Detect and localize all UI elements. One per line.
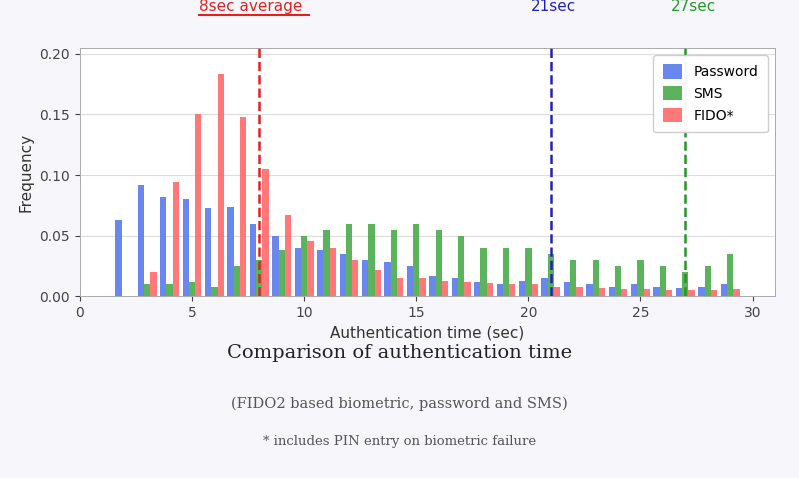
Bar	[308, 240, 313, 296]
Bar	[586, 284, 593, 296]
Bar	[638, 260, 644, 296]
Bar	[137, 185, 144, 296]
Bar	[487, 283, 493, 296]
Text: 8sec average: 8sec average	[200, 0, 303, 14]
Bar	[413, 224, 419, 296]
Bar	[509, 284, 515, 296]
Bar	[362, 260, 368, 296]
Bar	[183, 199, 189, 296]
Bar	[480, 248, 487, 296]
Bar	[503, 248, 509, 296]
Bar	[644, 289, 650, 296]
Bar	[451, 278, 458, 296]
Bar	[682, 272, 689, 296]
Bar	[519, 281, 525, 296]
Bar	[228, 206, 234, 296]
Bar	[368, 224, 375, 296]
Y-axis label: Frequency: Frequency	[19, 132, 34, 212]
Bar	[262, 169, 268, 296]
Text: 27sec: 27sec	[671, 0, 716, 14]
Bar	[150, 272, 157, 296]
Bar	[330, 248, 336, 296]
Bar	[496, 284, 503, 296]
Bar	[621, 289, 627, 296]
Bar	[429, 276, 435, 296]
Bar	[144, 284, 150, 296]
X-axis label: Authentication time (sec): Authentication time (sec)	[330, 326, 525, 341]
Bar	[721, 284, 727, 296]
Bar	[317, 250, 324, 296]
Text: Comparison of authentication time: Comparison of authentication time	[227, 344, 572, 362]
Bar	[250, 224, 256, 296]
Bar	[576, 287, 582, 296]
Bar	[631, 284, 638, 296]
Bar	[435, 229, 442, 296]
Bar	[525, 248, 531, 296]
Text: (FIDO2 based biometric, password and SMS): (FIDO2 based biometric, password and SMS…	[231, 397, 568, 411]
Bar	[458, 236, 464, 296]
Bar	[660, 266, 666, 296]
Bar	[340, 254, 346, 296]
Bar	[727, 254, 733, 296]
Bar	[464, 282, 471, 296]
Bar	[301, 236, 308, 296]
Bar	[173, 183, 179, 296]
Bar	[711, 290, 718, 296]
Bar	[166, 284, 173, 296]
Bar	[570, 260, 576, 296]
Bar	[598, 288, 605, 296]
Bar	[391, 229, 397, 296]
Bar	[272, 236, 279, 296]
Bar	[346, 224, 352, 296]
Bar	[352, 260, 359, 296]
Bar	[217, 75, 224, 296]
Bar	[654, 287, 660, 296]
Bar	[609, 287, 615, 296]
Bar	[279, 250, 285, 296]
Text: * includes PIN entry on biometric failure: * includes PIN entry on biometric failur…	[263, 435, 536, 448]
Bar	[407, 266, 413, 296]
Bar	[676, 288, 682, 296]
Bar	[375, 270, 381, 296]
Bar	[474, 282, 480, 296]
Bar	[419, 278, 426, 296]
Bar	[234, 266, 240, 296]
Bar	[689, 290, 695, 296]
Bar	[531, 284, 538, 296]
Bar	[564, 282, 570, 296]
Bar	[397, 278, 403, 296]
Bar	[593, 260, 598, 296]
Bar	[256, 260, 262, 296]
Text: 21sec: 21sec	[531, 0, 576, 14]
Bar	[733, 289, 740, 296]
Bar	[240, 117, 246, 296]
Bar	[698, 287, 705, 296]
Bar	[666, 290, 672, 296]
Bar	[285, 215, 291, 296]
Bar	[542, 278, 547, 296]
Bar	[205, 208, 211, 296]
Bar	[324, 229, 330, 296]
Bar	[160, 197, 166, 296]
Bar	[442, 281, 448, 296]
Legend: Password, SMS, FIDO*: Password, SMS, FIDO*	[654, 55, 768, 132]
Bar	[115, 220, 121, 296]
Bar	[547, 254, 554, 296]
Bar	[615, 266, 621, 296]
Bar	[384, 262, 391, 296]
Bar	[554, 287, 560, 296]
Bar	[189, 282, 195, 296]
Bar	[211, 287, 217, 296]
Bar	[295, 248, 301, 296]
Bar	[195, 115, 201, 296]
Bar	[705, 266, 711, 296]
